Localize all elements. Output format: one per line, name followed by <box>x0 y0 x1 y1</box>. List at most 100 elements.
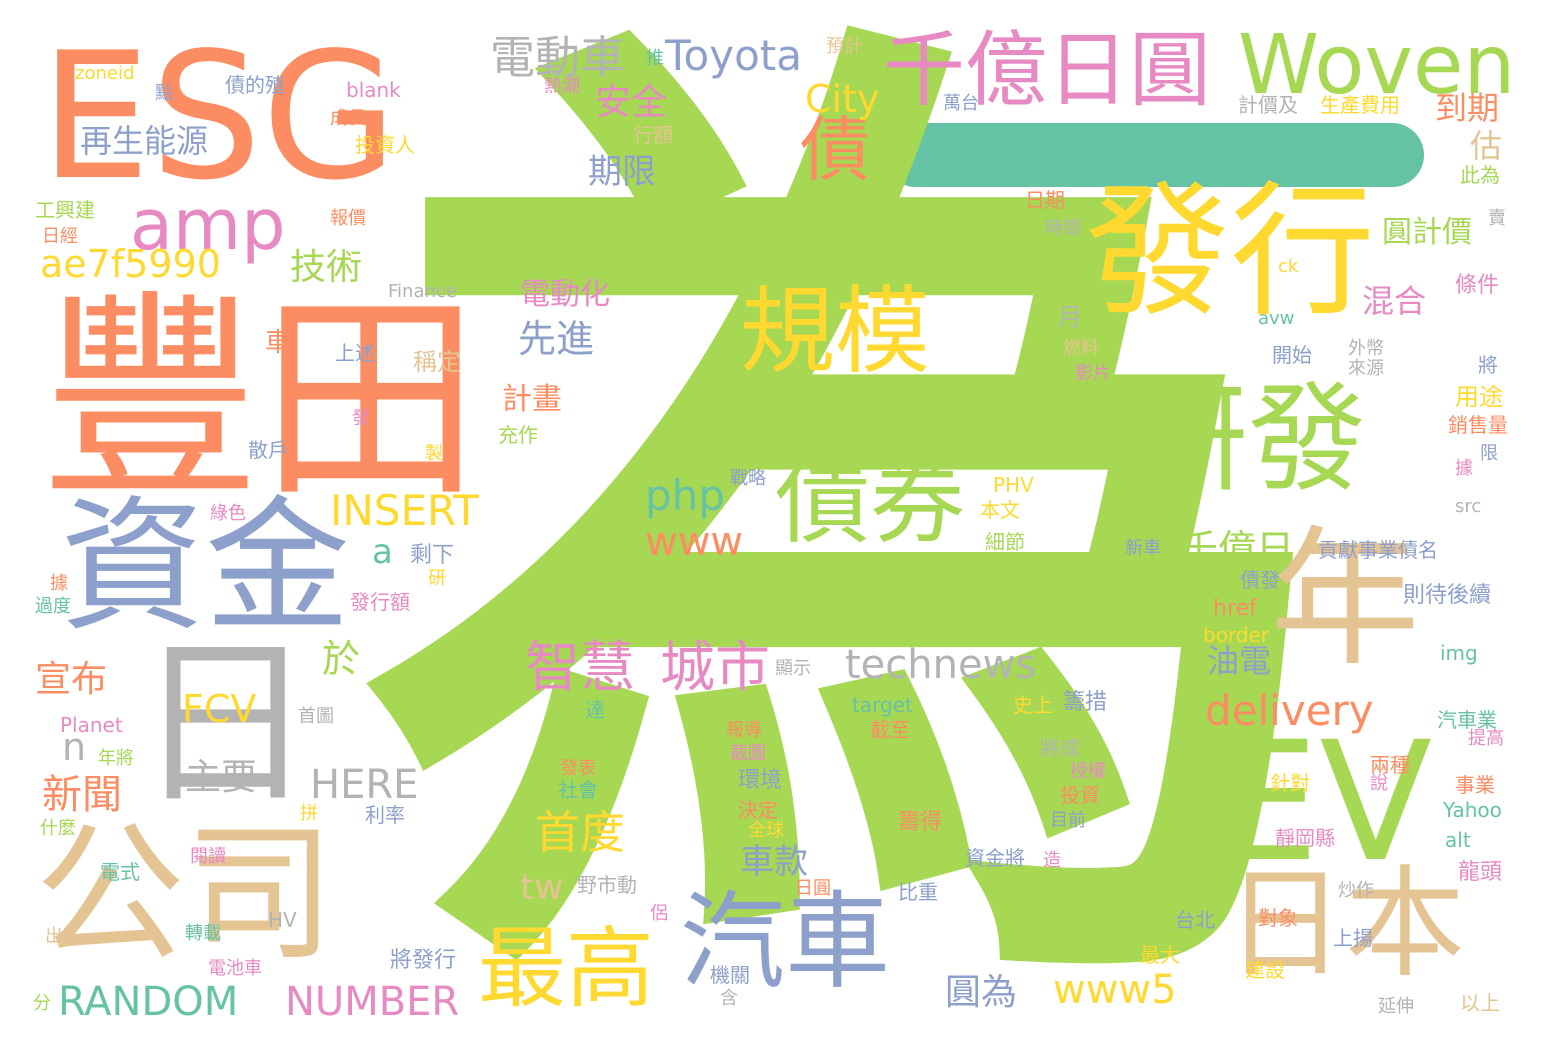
cloud-word: Woven <box>1238 18 1516 113</box>
cloud-word: 資金 <box>60 483 350 652</box>
cloud-word: HV <box>268 908 297 932</box>
cloud-word: 工興建 <box>35 198 95 222</box>
cloud-word: HERE <box>310 762 419 808</box>
cloud-word: 開始 <box>1272 343 1312 367</box>
cloud-word: 燃料 <box>1063 338 1099 359</box>
cloud-word: tw <box>520 867 564 908</box>
cloud-word: Toyota <box>665 31 802 80</box>
cloud-word: 提高 <box>1468 728 1504 749</box>
cloud-word: 發行額 <box>350 590 410 614</box>
cloud-word: 對象 <box>1258 906 1298 930</box>
cloud-word: 製 <box>425 443 443 464</box>
cloud-word: 安全 <box>595 82 668 123</box>
cloud-word: 細節 <box>985 530 1025 554</box>
teal-dash-mark <box>884 123 1424 187</box>
cloud-word: 新車 <box>1125 538 1161 559</box>
cloud-word: 轉載 <box>185 923 221 944</box>
cloud-word: 推 <box>646 48 664 69</box>
cloud-word: 將 <box>1478 353 1498 377</box>
cloud-word: php <box>645 471 725 520</box>
cloud-word: 時間 <box>1045 218 1081 239</box>
cloud-word: src <box>1455 496 1482 517</box>
cloud-word: Yahoo <box>1443 798 1502 822</box>
cloud-word: 首圖 <box>298 706 334 727</box>
cloud-word: 債的殖 <box>225 73 285 97</box>
cloud-word: 城市 <box>660 635 771 699</box>
cloud-word: 環境 <box>738 768 783 793</box>
cloud-word: NUMBER <box>285 979 460 1025</box>
cloud-word: MoneyDJ <box>495 904 557 920</box>
cloud-word: border <box>1203 623 1270 647</box>
cloud-word: 車 <box>265 328 292 358</box>
cloud-word: 史上 <box>1013 693 1053 717</box>
cloud-word: blank <box>346 78 401 102</box>
cloud-word: 籌措 <box>1063 690 1108 715</box>
cloud-word: 生產費用 <box>1320 93 1400 117</box>
cloud-word: 外幣 <box>1348 338 1384 359</box>
cloud-word: 新聞 <box>42 772 122 818</box>
cloud-word: target <box>852 693 913 717</box>
cloud-word: 圓為 <box>945 972 1018 1013</box>
cloud-word: 預計 <box>826 36 862 57</box>
cloud-word: 投資 <box>1060 783 1100 807</box>
cloud-word: a <box>372 532 393 572</box>
cloud-word: 計畫 <box>502 382 562 417</box>
cloud-word: 研 <box>428 568 446 589</box>
cloud-word: Finance <box>388 281 457 302</box>
cloud-word: City <box>805 77 880 121</box>
cloud-word: avw <box>1258 308 1295 329</box>
cloud-word: ESG <box>40 16 398 219</box>
cloud-word: 比重 <box>898 880 938 904</box>
cloud-word: PHV <box>993 473 1034 497</box>
cloud-word: 行額 <box>633 123 673 147</box>
cloud-word: 分 <box>33 993 51 1014</box>
cloud-word: 發 <box>352 408 370 429</box>
cloud-word: 於 <box>322 637 361 681</box>
cloud-word: 日圓 <box>795 878 831 899</box>
cloud-word: 最高 <box>478 917 655 1020</box>
cloud-word: href <box>1213 596 1257 621</box>
cloud-word: 授權 <box>1070 761 1106 782</box>
cloud-word: 先進 <box>518 317 595 361</box>
cloud-word: 公司 <box>35 808 336 982</box>
cloud-word: 此為 <box>1460 163 1500 187</box>
cloud-word: 電動車 <box>490 31 626 84</box>
cloud-word: cb <box>903 837 951 883</box>
cloud-word: 本文 <box>980 498 1020 522</box>
cloud-word: 發表 <box>560 758 596 779</box>
cloud-word: 混合 <box>1362 282 1427 320</box>
cloud-word: 萬台 <box>943 93 979 114</box>
cloud-word: 豐田 <box>40 272 481 528</box>
cloud-word: 以上 <box>1460 991 1500 1015</box>
cloud-word: 建設 <box>1245 958 1285 982</box>
cloud-word: INSERT <box>330 486 479 535</box>
cloud-word: 造 <box>1043 850 1061 871</box>
cloud-word: 計價及 <box>1238 93 1298 117</box>
cloud-word: amp <box>130 184 286 266</box>
cloud-word: 汽車業 <box>1437 708 1497 732</box>
cloud-word: 點 <box>155 83 173 104</box>
cloud-word: 首度 <box>535 806 626 859</box>
cloud-word: 到期 <box>1435 89 1500 127</box>
cloud-word: EV <box>1215 706 1433 898</box>
cloud-word: 剩下 <box>410 543 455 568</box>
cloud-word: ck <box>1278 256 1299 277</box>
cloud-word: 綠色 <box>210 503 246 524</box>
cloud-word: 熱潮 <box>544 76 580 97</box>
cloud-word: 顯示 <box>775 658 811 679</box>
cloud-word: 散戶 <box>248 438 288 462</box>
cloud-word: ae7f5990 <box>40 242 221 286</box>
cloud-word: 龍頭 <box>1458 860 1503 885</box>
cloud-word: 主要 <box>185 757 258 798</box>
cloud-word: 上揚 <box>1333 926 1373 950</box>
cloud-word: 社會 <box>558 778 598 802</box>
cloud-word: 債發 <box>1240 568 1280 592</box>
cloud-word: Planet <box>60 713 123 737</box>
cloud-word: 年將 <box>98 748 134 769</box>
cloud-word: 規模 <box>740 277 931 387</box>
cloud-word: 期限 <box>588 152 656 192</box>
cloud-word: 來源 <box>1348 358 1384 379</box>
cloud-word: 上述 <box>335 341 375 365</box>
cloud-word: 截圖 <box>730 743 766 764</box>
cloud-word: 預估 <box>890 768 935 793</box>
